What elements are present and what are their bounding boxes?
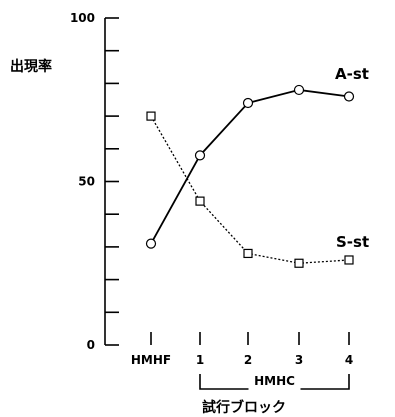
y-tick-label: 50	[78, 175, 95, 189]
x-tick-label: 3	[295, 353, 303, 367]
x-tick-label: HMHF	[131, 353, 171, 367]
series-label: A-st	[335, 65, 369, 83]
series-line-a-st	[150, 89, 350, 245]
series-label: S-st	[336, 233, 369, 251]
x-axis-label: 試行ブロック	[202, 399, 286, 416]
x-tick-label: 1	[196, 353, 204, 367]
data-point	[344, 255, 354, 265]
labels-layer: 0 50 100 HMHF 1 2 3 4 HMHC A-st S-st	[70, 11, 369, 388]
group-label-bg	[248, 373, 301, 391]
y-tick-label: 0	[87, 338, 95, 352]
data-point	[195, 196, 205, 206]
x-tick-label: 4	[345, 353, 353, 367]
data-point	[243, 248, 253, 259]
data-point	[343, 91, 355, 102]
data-point	[293, 84, 305, 96]
y-tick-label: 100	[70, 11, 95, 25]
axes	[104, 17, 350, 391]
data-point	[194, 150, 206, 161]
data-point	[146, 111, 156, 121]
data-point	[242, 97, 254, 109]
y-axis-label: 出現率	[10, 58, 52, 75]
data-point	[145, 238, 157, 249]
data-point	[294, 258, 304, 268]
group-bracket-label: HMHC	[254, 374, 295, 388]
series-layer	[145, 84, 355, 268]
x-tick-label: 2	[244, 353, 252, 367]
